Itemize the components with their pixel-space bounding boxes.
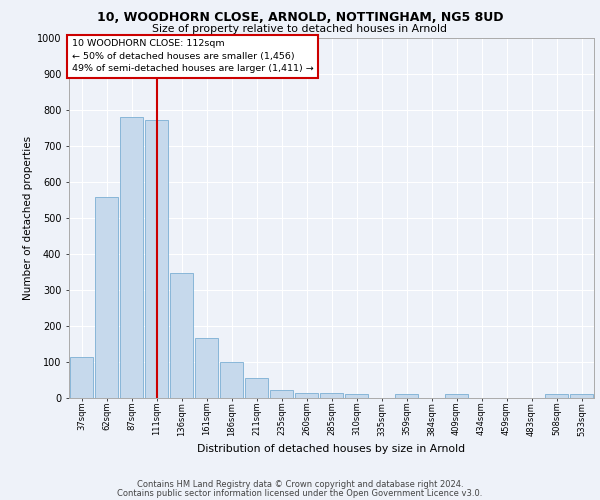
Text: 10 WOODHORN CLOSE: 112sqm
← 50% of detached houses are smaller (1,456)
49% of se: 10 WOODHORN CLOSE: 112sqm ← 50% of detac…	[71, 40, 313, 74]
Bar	[320, 393, 343, 398]
Bar	[295, 393, 318, 398]
Bar	[270, 390, 293, 398]
Text: Size of property relative to detached houses in Arnold: Size of property relative to detached ho…	[152, 24, 448, 34]
Bar	[95, 196, 118, 398]
Bar	[545, 394, 568, 398]
Bar	[395, 394, 418, 398]
Bar	[145, 120, 168, 398]
X-axis label: Distribution of detached houses by size in Arnold: Distribution of detached houses by size …	[197, 444, 466, 454]
Bar	[445, 394, 468, 398]
Bar	[345, 394, 368, 398]
Text: Contains public sector information licensed under the Open Government Licence v3: Contains public sector information licen…	[118, 489, 482, 498]
Bar	[195, 338, 218, 398]
Bar	[70, 357, 93, 398]
Bar	[220, 362, 243, 398]
Bar	[570, 394, 593, 398]
Y-axis label: Number of detached properties: Number of detached properties	[23, 136, 32, 300]
Bar	[245, 378, 268, 398]
Text: Contains HM Land Registry data © Crown copyright and database right 2024.: Contains HM Land Registry data © Crown c…	[137, 480, 463, 489]
Bar	[170, 274, 193, 398]
Bar	[120, 118, 143, 398]
Text: 10, WOODHORN CLOSE, ARNOLD, NOTTINGHAM, NG5 8UD: 10, WOODHORN CLOSE, ARNOLD, NOTTINGHAM, …	[97, 11, 503, 24]
